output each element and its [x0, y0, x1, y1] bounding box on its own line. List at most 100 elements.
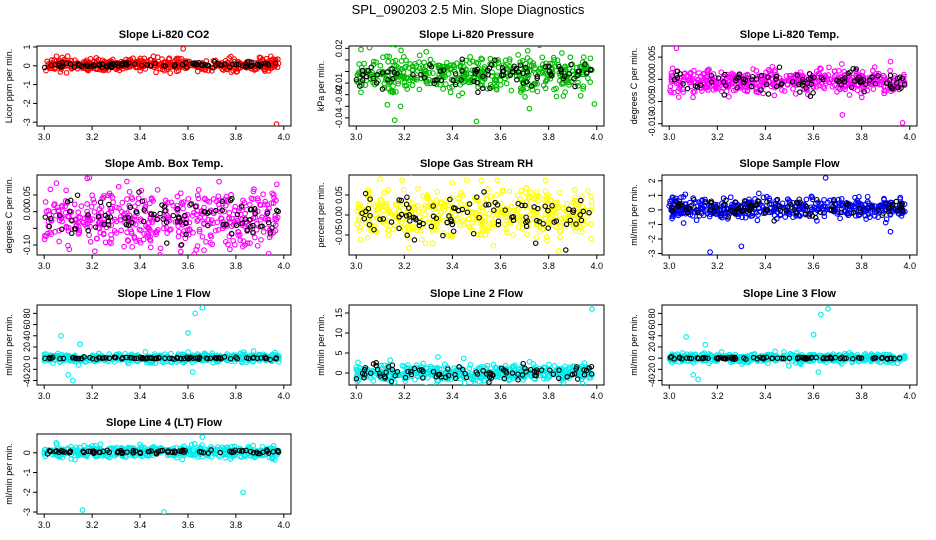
data-point: [107, 214, 114, 220]
data-point: [148, 195, 155, 201]
data-point: [698, 82, 704, 88]
data-point: [253, 226, 260, 233]
data-point: [272, 349, 278, 356]
data-point: [680, 194, 687, 200]
data-point: [383, 221, 390, 228]
data-point: [739, 214, 745, 221]
data-point: [405, 234, 412, 241]
data-point: [242, 210, 248, 217]
data-point: [677, 202, 684, 208]
data-point: [239, 220, 245, 226]
x-tick-label: 3.0: [38, 132, 51, 142]
data-point: [219, 207, 225, 214]
data-point: [404, 86, 411, 92]
data-point: [800, 76, 806, 83]
data-point: [124, 178, 130, 185]
data-point: [545, 207, 551, 214]
data-point: [486, 379, 492, 385]
data-point: [431, 224, 438, 231]
x-tick-label: 3.2: [711, 261, 724, 271]
data-point: [520, 70, 526, 77]
chart-title: Slope Gas Stream RH: [420, 158, 533, 170]
data-point: [522, 189, 529, 196]
data-point: [809, 194, 816, 201]
data-point: [837, 215, 843, 222]
data-point: [273, 216, 280, 223]
data-point: [111, 354, 118, 360]
data-point: [178, 242, 185, 248]
data-point: [467, 54, 474, 60]
data-point: [42, 214, 49, 220]
data-point: [476, 214, 482, 221]
data-point: [721, 92, 728, 98]
data-point: [356, 214, 363, 221]
y-tick-label: -2: [647, 235, 657, 243]
data-point: [256, 63, 262, 69]
data-point: [573, 366, 579, 372]
data-point: [523, 219, 529, 226]
data-point: [814, 217, 820, 224]
chart-title: Slope Li-820 Pressure: [419, 29, 534, 41]
data-point: [692, 209, 698, 216]
data-point: [56, 238, 62, 245]
data-point: [439, 63, 446, 70]
data-point: [411, 365, 418, 372]
data-point: [177, 355, 184, 362]
x-tick-label: 3.4: [446, 261, 459, 271]
data-point: [459, 56, 465, 63]
data-point: [891, 75, 898, 81]
data-point: [546, 63, 552, 70]
data-point: [449, 180, 456, 186]
data-point: [377, 176, 384, 182]
data-point: [733, 77, 739, 84]
data-point: [407, 61, 414, 67]
data-point: [420, 375, 426, 381]
data-point: [542, 211, 549, 218]
data-point: [763, 206, 770, 212]
data-point: [844, 210, 851, 217]
data-point: [353, 76, 360, 83]
data-point: [475, 89, 481, 96]
data-point: [901, 81, 908, 87]
data-point: [401, 65, 408, 71]
y-tick-label: 80: [647, 308, 657, 318]
y-tick-label: -0.04: [334, 108, 344, 129]
data-point: [758, 79, 765, 86]
y-tick-label: 0.000: [647, 68, 657, 91]
data-point: [238, 203, 245, 209]
data-point: [269, 57, 275, 64]
y-tick-label: 0: [334, 370, 344, 375]
data-point: [705, 87, 711, 93]
data-point: [445, 366, 451, 372]
data-point: [539, 69, 546, 76]
data-point: [586, 375, 593, 381]
data-point: [208, 68, 215, 74]
data-point: [144, 224, 151, 231]
data-point: [574, 376, 581, 382]
data-point: [269, 225, 275, 231]
data-point: [403, 201, 410, 208]
data-point: [399, 177, 405, 184]
data-point: [108, 63, 115, 70]
data-point: [821, 85, 828, 92]
data-point: [474, 371, 481, 377]
data-point: [680, 89, 687, 95]
data-point: [397, 103, 404, 110]
data-point: [540, 221, 546, 227]
data-point: [490, 361, 497, 368]
data-point: [742, 214, 749, 221]
data-point: [180, 46, 187, 52]
data-point: [482, 232, 489, 238]
data-point: [579, 380, 586, 385]
data-point: [371, 373, 378, 379]
data-point: [562, 363, 568, 370]
data-point: [749, 73, 756, 80]
data-point: [814, 196, 820, 203]
x-tick-label: 3.2: [711, 391, 724, 401]
data-point: [669, 195, 676, 201]
data-point: [497, 82, 504, 88]
data-point: [363, 208, 369, 215]
data-point: [367, 196, 373, 202]
data-point: [379, 70, 386, 76]
